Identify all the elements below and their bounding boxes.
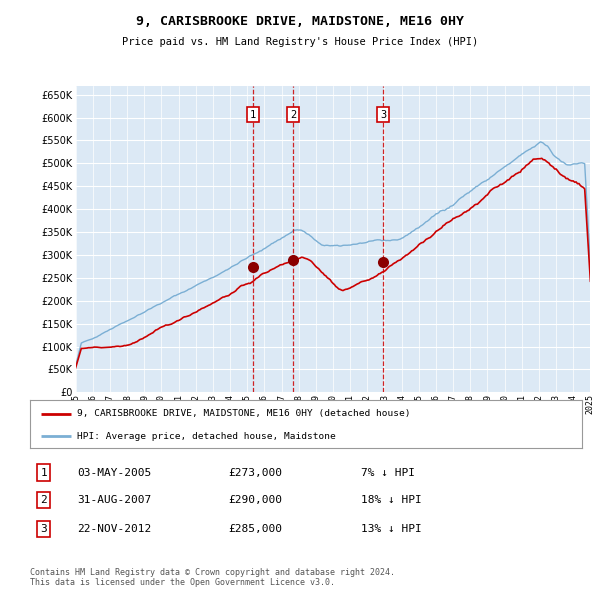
Text: 9, CARISBROOKE DRIVE, MAIDSTONE, ME16 0HY: 9, CARISBROOKE DRIVE, MAIDSTONE, ME16 0H… (136, 15, 464, 28)
Text: 2: 2 (40, 495, 47, 505)
Text: £273,000: £273,000 (229, 468, 283, 477)
Text: £290,000: £290,000 (229, 495, 283, 505)
Text: 9, CARISBROOKE DRIVE, MAIDSTONE, ME16 0HY (detached house): 9, CARISBROOKE DRIVE, MAIDSTONE, ME16 0H… (77, 409, 410, 418)
Text: £285,000: £285,000 (229, 525, 283, 535)
Text: 3: 3 (380, 110, 386, 120)
Text: 13% ↓ HPI: 13% ↓ HPI (361, 525, 422, 535)
Text: 7% ↓ HPI: 7% ↓ HPI (361, 468, 415, 477)
Text: Contains HM Land Registry data © Crown copyright and database right 2024.
This d: Contains HM Land Registry data © Crown c… (30, 568, 395, 587)
Text: Price paid vs. HM Land Registry's House Price Index (HPI): Price paid vs. HM Land Registry's House … (122, 37, 478, 47)
Text: 1: 1 (250, 110, 256, 120)
Text: 3: 3 (40, 525, 47, 535)
Text: 31-AUG-2007: 31-AUG-2007 (77, 495, 151, 505)
Text: 22-NOV-2012: 22-NOV-2012 (77, 525, 151, 535)
Text: HPI: Average price, detached house, Maidstone: HPI: Average price, detached house, Maid… (77, 432, 335, 441)
Text: 18% ↓ HPI: 18% ↓ HPI (361, 495, 422, 505)
Text: 2: 2 (290, 110, 296, 120)
Text: 1: 1 (40, 468, 47, 477)
Text: 03-MAY-2005: 03-MAY-2005 (77, 468, 151, 477)
